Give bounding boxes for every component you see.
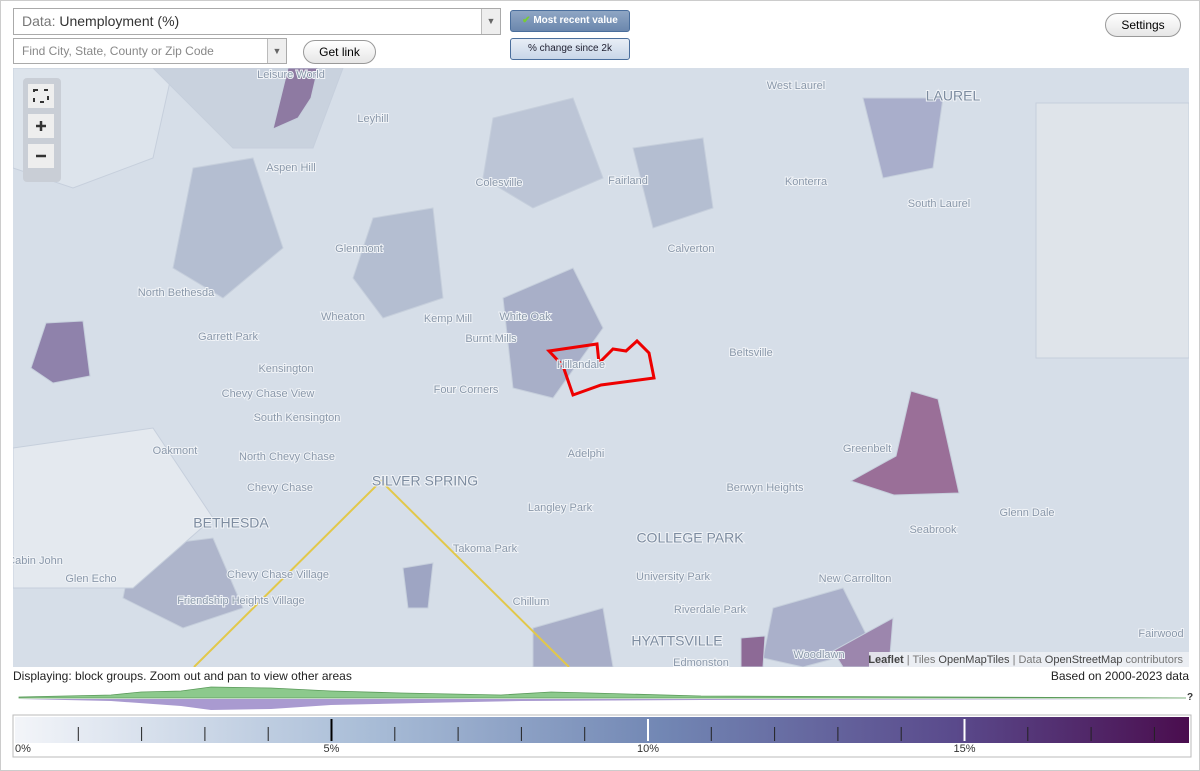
histogram-change	[19, 699, 1186, 710]
scale-label: 0%	[15, 743, 31, 755]
place-label: Seabrook	[909, 524, 957, 536]
selected-area[interactable]	[545, 338, 656, 397]
attr-link[interactable]: Leaflet	[868, 654, 904, 666]
data-select[interactable]: Data: Unemployment (%) ▼	[13, 8, 501, 35]
place-label: South Kensington	[254, 412, 341, 424]
data-value: Unemployment (%)	[59, 13, 180, 29]
legend-area: ? 0% 5% 10% 15%	[12, 686, 1193, 758]
place-label: Garrett Park	[198, 331, 258, 343]
place-label: LAUREL	[926, 88, 981, 104]
place-label: Friendship Heights Village	[177, 595, 305, 607]
place-label: Glenmont	[335, 243, 383, 255]
place-label: Adelphi	[568, 448, 605, 460]
place-label: University Park	[636, 571, 710, 583]
help-icon[interactable]: ?	[1187, 692, 1193, 703]
place-label: Kemp Mill	[424, 313, 472, 325]
place-label: Wheaton	[321, 311, 365, 323]
attr-text: | Data	[1013, 654, 1043, 666]
place-label: Glen Echo	[65, 573, 116, 585]
mode-button-active[interactable]: ✔ Most recent value	[510, 10, 630, 32]
place-label: New Carrollton	[819, 573, 892, 585]
place-label: Beltsville	[729, 347, 772, 359]
place-label: HYATTSVILLE	[631, 633, 722, 649]
place-label: Oakmont	[153, 445, 198, 457]
place-label: Konterra	[785, 176, 828, 188]
place-label: North Chevy Chase	[239, 451, 335, 463]
place-label: Aspen Hill	[266, 162, 316, 174]
place-label: Chillum	[513, 596, 550, 608]
place-label: Leyhill	[357, 113, 388, 125]
place-label: Calverton	[667, 243, 714, 255]
attribution-bg	[869, 652, 1189, 667]
mode-label: Most recent value	[533, 15, 618, 26]
place-label: Leisure World	[257, 69, 325, 81]
dropdown-arrow: ▼	[481, 9, 500, 34]
place-label: Greenbelt	[843, 443, 891, 455]
place-label: Takoma Park	[453, 543, 518, 555]
data-range-note: Based on 2000-2023 data	[1050, 669, 1189, 683]
place-label: Four Corners	[434, 384, 499, 396]
attr-link[interactable]: OpenMapTiles	[938, 654, 1010, 666]
place-label: Riverdale Park	[674, 604, 747, 616]
place-label: Chevy Chase View	[222, 388, 315, 400]
region-shapes	[13, 68, 1189, 667]
attribution: Leaflet | Tiles OpenMapTiles | Data Open…	[868, 654, 1183, 666]
attr-text: contributors	[1126, 654, 1184, 666]
place-label: Burnt Mills	[465, 333, 517, 345]
place-label: Glenn Dale	[999, 507, 1054, 519]
place-label: Langley Park	[528, 502, 593, 514]
scale-label: 15%	[953, 743, 975, 755]
map[interactable]: Leisure World Leyhill Aspen Hill Colesville…	[13, 68, 1189, 667]
place-label: White Oak	[499, 311, 551, 323]
place-label: COLLEGE PARK	[636, 530, 744, 546]
place-label: SILVER SPRING	[372, 473, 478, 489]
place-label: Fairland	[608, 175, 648, 187]
place-label: Colesville	[475, 177, 522, 189]
scale-label: 10%	[637, 743, 659, 755]
scale-label: 5%	[324, 743, 340, 755]
place-label: Fairwood	[1138, 628, 1183, 640]
settings-button[interactable]: Settings	[1105, 13, 1181, 37]
get-link-button[interactable]: Get link	[303, 40, 376, 64]
displaying-note: Displaying: block groups. Zoom out and p…	[13, 669, 352, 683]
color-scale	[15, 717, 1189, 743]
place-label: South Laurel	[908, 198, 970, 210]
search-placeholder: Find City, State, County or Zip Code	[22, 44, 214, 58]
place-label: Berwyn Heights	[726, 482, 804, 494]
place-label: Hillandale	[557, 359, 605, 371]
fullscreen-button[interactable]	[28, 84, 54, 108]
attr-text: | Tiles	[907, 654, 936, 666]
place-label: West Laurel	[767, 80, 826, 92]
place-label: Chevy Chase Village	[227, 569, 329, 581]
dropdown-arrow: ▼	[267, 39, 286, 63]
histogram-recent	[18, 686, 1187, 699]
place-label: Woodlawn	[793, 649, 844, 661]
mode-button[interactable]: % change since 2k	[510, 38, 630, 60]
place-label: Edmonston	[673, 657, 729, 667]
place-label: Kensington	[258, 363, 313, 375]
highway	[193, 479, 570, 667]
data-prefix: Data:	[22, 13, 56, 29]
place-label: North Bethesda	[138, 287, 215, 299]
place-label: Chevy Chase	[247, 482, 313, 494]
place-label: BETHESDA	[193, 515, 269, 531]
place-label: Cabin John	[13, 555, 63, 567]
attr-link[interactable]: OpenStreetMap	[1045, 654, 1123, 666]
search-box[interactable]: Find City, State, County or Zip Code ▼	[13, 38, 287, 64]
zoom-controls	[23, 78, 61, 182]
